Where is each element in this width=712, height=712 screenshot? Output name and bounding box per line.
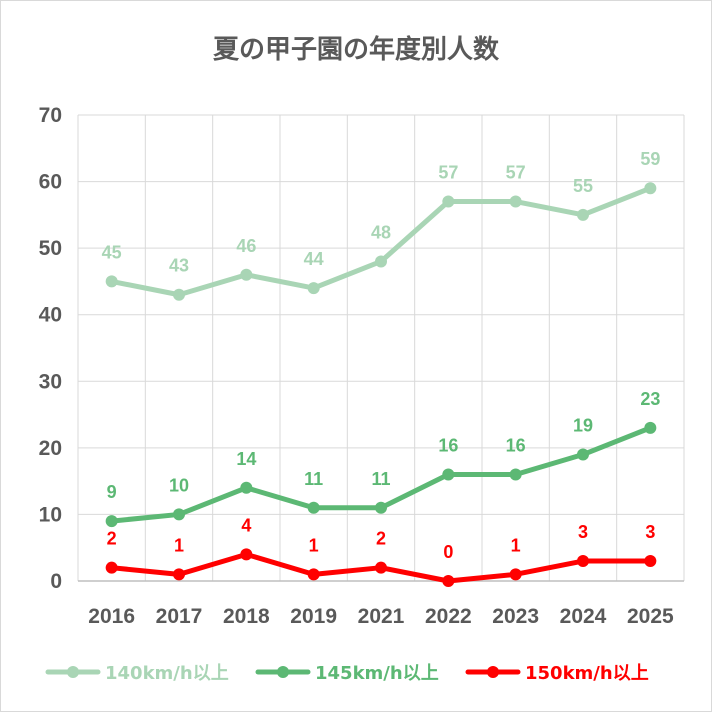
data-label: 1 [174,535,184,555]
data-label: 3 [645,522,655,542]
data-point [307,568,320,581]
data-point [173,568,185,581]
x-tick-label: 2016 [88,605,135,628]
y-axis: 0 10 20 30 40 50 60 70 [39,104,62,593]
data-point [577,208,589,221]
data-label: 55 [573,176,593,196]
data-label: 59 [640,149,660,169]
data-label: 9 [107,482,117,502]
data-point [375,255,387,268]
legend-marker [67,666,79,678]
data-label: 16 [506,435,526,455]
data-label: 48 [371,222,391,242]
data-point [577,555,589,568]
x-tick-label: 2023 [492,605,539,628]
x-tick-label: 2017 [156,605,203,628]
data-label: 57 [438,163,458,183]
grid [77,114,685,582]
data-point [442,575,455,587]
y-tick-label: 50 [39,237,62,260]
legend-marker [487,666,499,678]
legend-marker [277,666,289,678]
data-label: 57 [506,163,526,183]
data-point [577,448,589,461]
data-label: 0 [443,542,453,562]
data-point [644,555,657,568]
data-point [644,421,657,434]
data-point [105,561,118,574]
data-label: 43 [169,256,189,276]
data-label: 2 [107,529,117,549]
data-label: 19 [573,416,593,436]
legend-label: 145km/h以上 [315,663,439,684]
data-point [509,195,522,208]
data-label: 14 [236,449,256,469]
data-point [173,508,185,521]
legend-label: 140km/h以上 [105,663,229,684]
data-point [375,501,387,514]
data-label: 45 [102,242,122,262]
x-tick-label: 2019 [290,605,337,628]
data-label: 2 [376,529,386,549]
y-tick-label: 60 [39,171,62,194]
data-point [442,468,455,481]
y-tick-label: 30 [39,370,62,393]
data-label: 10 [169,475,189,495]
data-label: 3 [578,522,588,542]
x-tick-label: 2018 [223,605,270,628]
data-label: 46 [236,236,256,256]
x-tick-label: 2021 [358,605,405,628]
series-group [105,182,657,587]
data-label: 44 [304,249,324,269]
data-point [240,548,253,561]
legend: 140km/h以上 145km/h以上 150km/h以上 [45,663,649,684]
data-point [375,561,387,574]
data-point [105,275,118,288]
data-label: 11 [371,469,390,489]
data-point [307,282,320,295]
data-point [442,195,455,208]
data-label: 4 [241,515,251,535]
data-point [173,288,185,301]
data-label: 16 [438,435,458,455]
data-label: 1 [511,535,521,555]
y-tick-label: 0 [50,570,62,593]
legend-label: 150km/h以上 [525,663,649,684]
data-point [105,515,118,528]
y-tick-label: 70 [39,104,62,127]
data-point [307,501,320,514]
y-tick-label: 20 [39,437,62,460]
data-label: 23 [640,389,660,409]
data-point [240,481,253,494]
x-tick-label: 2025 [627,605,674,628]
data-point [240,268,253,281]
data-label: 1 [309,535,319,555]
data-label: 11 [304,469,323,489]
data-point [644,182,657,195]
data-point [509,468,522,481]
x-tick-label: 2024 [560,605,607,628]
y-tick-label: 10 [39,503,62,526]
y-tick-label: 40 [39,304,62,327]
data-point [509,568,522,581]
chart-title: 夏の甲子園の年度別人数 [213,34,500,65]
x-tick-label: 2022 [425,605,472,628]
x-axis: 2016 2017 2018 2019 2021 2022 2023 2024 2025 [88,605,674,628]
